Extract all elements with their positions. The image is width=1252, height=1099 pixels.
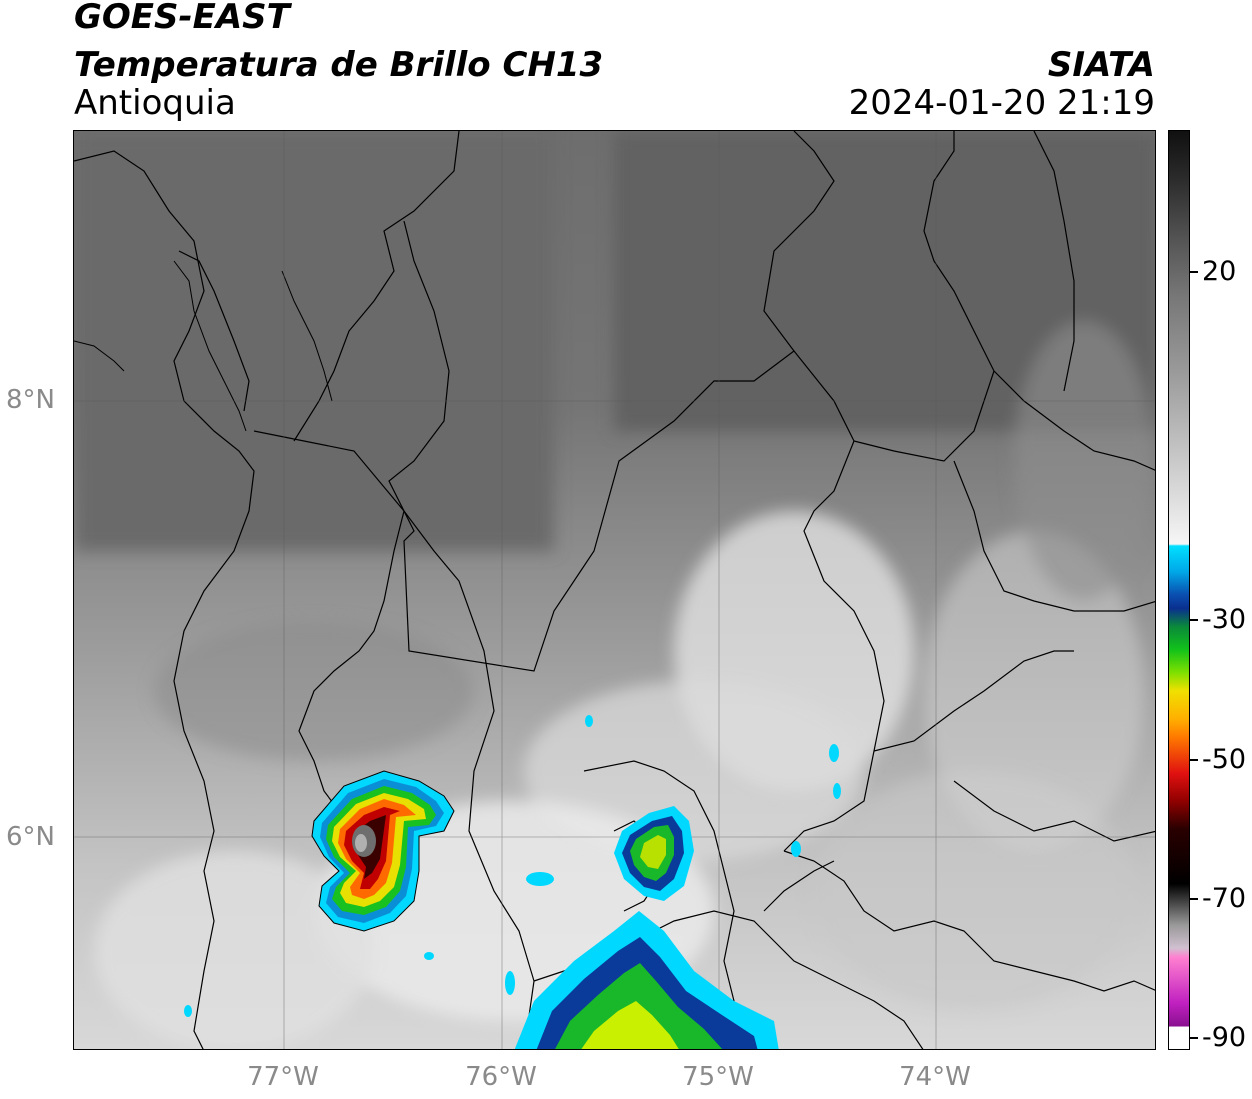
cbar-tick-m90 bbox=[1190, 1037, 1198, 1039]
cbar-label-20: 20 bbox=[1202, 256, 1237, 287]
cbar-tick-m30 bbox=[1190, 619, 1198, 621]
cbar-tick-m70 bbox=[1190, 898, 1198, 900]
lat-label-6n: 6°N bbox=[6, 822, 55, 852]
lon-label-74w: 74°W bbox=[899, 1062, 971, 1092]
brand-label: SIATA bbox=[1047, 45, 1155, 85]
lat-label-8n: 8°N bbox=[6, 385, 55, 415]
cbar-label-m50: -50 bbox=[1202, 744, 1247, 775]
lon-label-76w: 76°W bbox=[465, 1062, 537, 1092]
cbar-tick-20 bbox=[1190, 271, 1198, 273]
cbar-label-m30: -30 bbox=[1202, 604, 1247, 635]
central-convective-cell bbox=[614, 806, 694, 901]
cbar-tick-m50 bbox=[1190, 759, 1198, 761]
lon-label-77w: 77°W bbox=[247, 1062, 319, 1092]
small-cold-spots bbox=[184, 715, 841, 1017]
satellite-title: GOES-EAST bbox=[74, 0, 290, 37]
product-title: Temperatura de Brillo CH13 bbox=[74, 45, 604, 85]
cbar-label-m90: -90 bbox=[1202, 1022, 1247, 1053]
lon-label-75w: 75°W bbox=[682, 1062, 754, 1092]
satellite-map[interactable] bbox=[73, 130, 1156, 1050]
temperature-colorbar bbox=[1168, 130, 1190, 1050]
western-convective-cell bbox=[311, 770, 455, 932]
region-subtitle: Antioquia bbox=[74, 83, 236, 123]
timestamp-label: 2024-01-20 21:19 bbox=[848, 83, 1155, 123]
cbar-label-m70: -70 bbox=[1202, 883, 1247, 914]
coastline bbox=[74, 260, 333, 432]
graticule bbox=[74, 131, 1155, 1049]
southern-convective-cell bbox=[514, 911, 779, 1049]
